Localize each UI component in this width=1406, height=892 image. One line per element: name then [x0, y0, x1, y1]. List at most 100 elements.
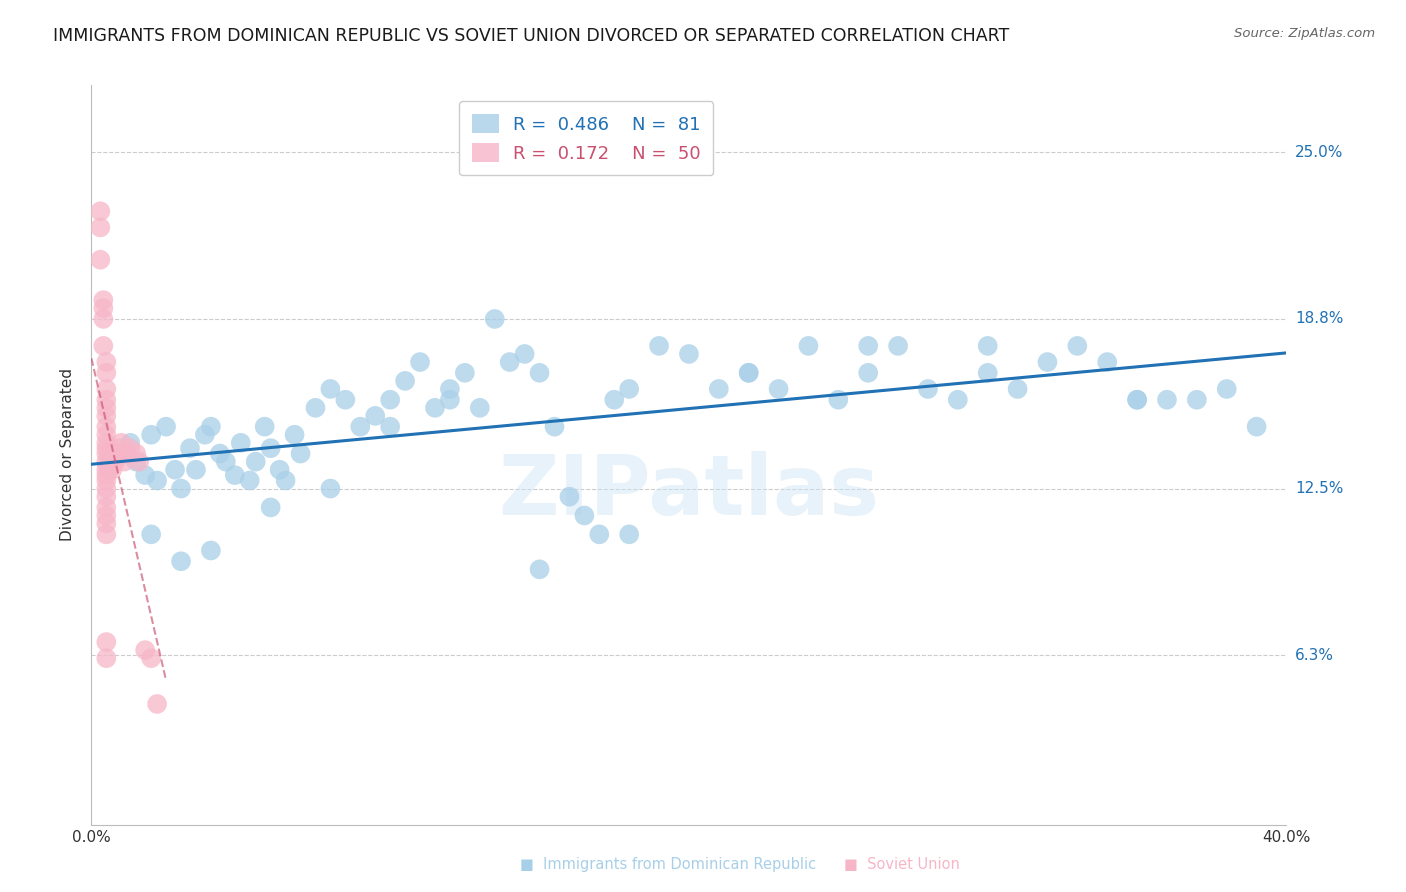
Point [1246, 419, 1268, 434]
Point [1097, 355, 1119, 369]
Point [1185, 392, 1208, 407]
Point [259, 500, 281, 515]
Point [96, 427, 118, 442]
Point [146, 697, 169, 711]
Point [98, 446, 121, 460]
Point [93, 301, 115, 316]
Point [96, 455, 118, 469]
Point [96, 419, 118, 434]
Text: 12.5%: 12.5% [1295, 481, 1343, 496]
Point [179, 441, 201, 455]
Point [96, 651, 118, 665]
Point [394, 374, 416, 388]
Point [104, 455, 127, 469]
Y-axis label: Divorced or Separated: Divorced or Separated [60, 368, 76, 541]
Point [543, 419, 565, 434]
Point [96, 508, 118, 523]
Point [827, 392, 849, 407]
Point [319, 382, 342, 396]
Point [96, 527, 118, 541]
Point [96, 474, 118, 488]
Point [96, 441, 118, 455]
Point [194, 427, 217, 442]
Point [96, 468, 118, 483]
Point [707, 382, 730, 396]
Point [208, 446, 231, 460]
Point [1126, 392, 1149, 407]
Point [98, 463, 121, 477]
Text: 18.8%: 18.8% [1295, 311, 1343, 326]
Point [1216, 382, 1239, 396]
Point [89, 204, 111, 219]
Point [1066, 339, 1088, 353]
Point [96, 463, 118, 477]
Point [96, 382, 118, 396]
Point [93, 312, 115, 326]
Point [104, 446, 127, 460]
Point [380, 419, 402, 434]
Point [229, 435, 252, 450]
Point [215, 455, 238, 469]
Point [96, 435, 118, 450]
Text: Source: ZipAtlas.com: Source: ZipAtlas.com [1234, 27, 1375, 40]
Point [141, 651, 163, 665]
Point [96, 490, 118, 504]
Point [409, 355, 432, 369]
Point [141, 427, 163, 442]
Text: 25.0%: 25.0% [1295, 145, 1343, 160]
Point [588, 527, 610, 541]
Point [120, 435, 142, 450]
Point [141, 527, 163, 541]
Point [96, 392, 118, 407]
Point [98, 455, 121, 469]
Point [128, 455, 150, 469]
Point [239, 474, 262, 488]
Point [976, 339, 998, 353]
Point [737, 366, 759, 380]
Point [259, 441, 281, 455]
Point [423, 401, 446, 415]
Point [110, 435, 132, 450]
Point [529, 366, 551, 380]
Point [468, 401, 491, 415]
Point [887, 339, 910, 353]
Point [439, 392, 461, 407]
Point [529, 562, 551, 576]
Point [245, 455, 267, 469]
Point [101, 463, 124, 477]
Text: ZIPatlas: ZIPatlas [499, 451, 879, 533]
Point [200, 543, 222, 558]
Point [155, 419, 177, 434]
Point [917, 382, 939, 396]
Point [439, 382, 461, 396]
Point [558, 490, 581, 504]
Point [335, 392, 357, 407]
Point [290, 446, 312, 460]
Point [1156, 392, 1178, 407]
Point [1007, 382, 1029, 396]
Text: 6.3%: 6.3% [1295, 648, 1334, 663]
Point [858, 366, 880, 380]
Point [946, 392, 969, 407]
Point [1126, 392, 1149, 407]
Point [134, 643, 156, 657]
Point [96, 446, 118, 460]
Point [619, 527, 641, 541]
Point [170, 482, 193, 496]
Point [96, 401, 118, 415]
Point [269, 463, 291, 477]
Point [484, 312, 506, 326]
Point [96, 409, 118, 423]
Point [380, 392, 402, 407]
Point [976, 366, 998, 380]
Point [319, 482, 342, 496]
Point [96, 500, 118, 515]
Point [101, 455, 124, 469]
Point [737, 366, 759, 380]
Point [96, 635, 118, 649]
Point [513, 347, 536, 361]
Point [349, 419, 371, 434]
Point [499, 355, 522, 369]
Point [284, 427, 307, 442]
Point [858, 339, 880, 353]
